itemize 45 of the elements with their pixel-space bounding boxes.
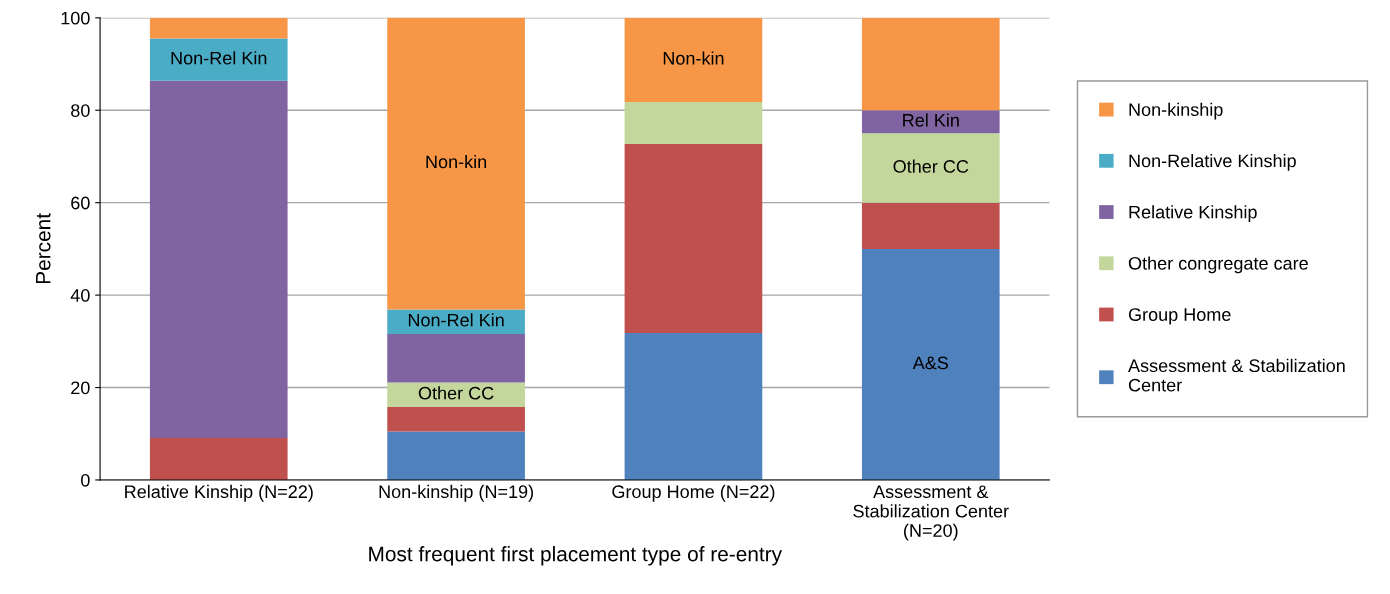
- bar: [624, 17, 763, 102]
- data-label: Non-Rel Kin: [171, 51, 267, 65]
- bar: [624, 101, 763, 144]
- bar: [149, 38, 288, 81]
- y-tick-label: 20: [71, 381, 90, 395]
- x-tick-label: Relative Kinship (N=22): [125, 484, 313, 502]
- bar: [861, 17, 1000, 111]
- y-tick-label: 100: [61, 11, 90, 25]
- bar: [387, 431, 525, 480]
- legend-label: Non-Relative Kinship: [1129, 153, 1296, 171]
- data-label: Other CC: [418, 386, 494, 400]
- bar: [624, 143, 763, 333]
- x-tick-label: Group Home (N=22): [612, 484, 775, 502]
- y-tick-label: 60: [71, 196, 90, 210]
- bar: [149, 80, 288, 438]
- data-label: Non-kin: [663, 51, 724, 65]
- legend-label: Relative Kinship: [1129, 205, 1257, 223]
- legend-label: Other congregate care: [1128, 256, 1308, 274]
- bar: [861, 110, 1000, 134]
- bar: [861, 133, 1000, 203]
- y-tick-label: 80: [71, 104, 90, 117]
- x-axis-title: Most frequent first placement type of re-entry: [369, 546, 783, 566]
- x-tick-label: Assessment & Stabilization Center (N=20): [853, 485, 1009, 541]
- data-label: Other CC: [893, 159, 969, 173]
- bar: [387, 309, 525, 334]
- bar: [387, 333, 525, 383]
- y-tick-label: 40: [70, 289, 90, 302]
- data-label: Non-kin: [426, 154, 487, 169]
- bar: [861, 248, 1000, 480]
- data-label: Rel Kin: [903, 113, 959, 127]
- legend-label: Group Home: [1128, 308, 1231, 325]
- bar: [387, 17, 525, 310]
- bar: [149, 17, 288, 39]
- y-tick-label: 0: [81, 473, 90, 487]
- y-axis-title: Percent: [36, 213, 51, 284]
- data-label: Non-Rel Kin: [408, 313, 504, 327]
- bar: [387, 406, 525, 432]
- bar: [861, 202, 1000, 249]
- bar: [387, 382, 525, 407]
- legend-label: Non-kinship: [1129, 102, 1223, 120]
- x-tick-label: Non-kinship (N=19): [379, 484, 533, 502]
- legend-label: Assessment & Stabilization Center: [1128, 358, 1345, 392]
- bar: [624, 332, 763, 480]
- data-label: A&S: [912, 356, 949, 370]
- bar: [149, 437, 288, 480]
